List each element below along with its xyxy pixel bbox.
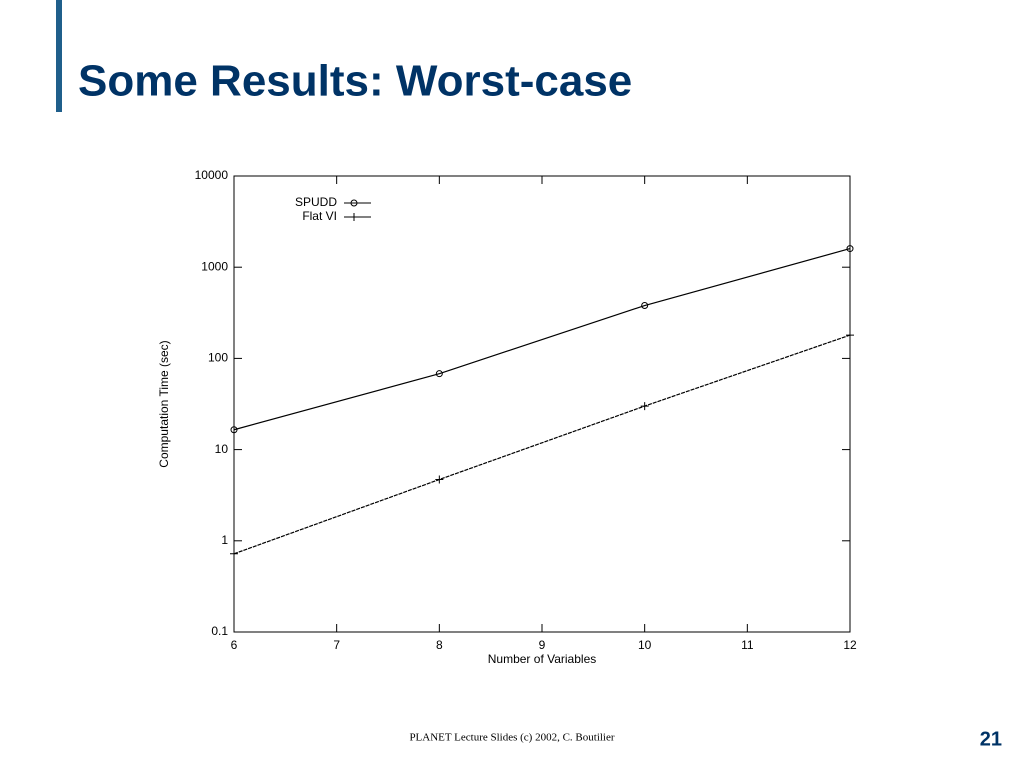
point	[230, 426, 238, 434]
legend-label: SPUDD	[295, 195, 337, 209]
y-tick-label: 1	[221, 533, 228, 547]
point	[640, 402, 649, 411]
y-tick-label: 0.1	[211, 624, 228, 638]
x-tick-label: 7	[333, 638, 340, 652]
x-tick-label: 9	[539, 638, 546, 652]
point	[435, 370, 443, 378]
accent-bar	[56, 0, 62, 112]
point	[641, 302, 649, 310]
legend-marker	[350, 213, 358, 221]
y-tick-label: 1000	[201, 259, 228, 273]
y-axis-label: Computation Time (sec)	[157, 340, 171, 467]
slide-title: Some Results: Worst-case	[78, 57, 632, 106]
page-number: 21	[980, 728, 1002, 750]
x-tick-label: 10	[638, 638, 652, 652]
point	[846, 331, 854, 340]
point	[230, 549, 238, 558]
legend-label: Flat VI	[302, 209, 337, 223]
series-line	[233, 334, 851, 555]
legend-marker	[350, 199, 358, 207]
footer: PLANET Lecture Slides (c) 2002, C. Bouti…	[409, 732, 614, 744]
x-tick-label: 8	[436, 638, 443, 652]
series-line	[233, 248, 851, 431]
y-tick-label: 100	[208, 351, 228, 365]
x-tick-label: 11	[741, 638, 754, 652]
y-tick-label: 10	[215, 442, 229, 456]
x-tick-label: 12	[843, 638, 857, 652]
x-tick-label: 6	[231, 638, 238, 652]
x-axis-label: Number of Variables	[488, 652, 597, 666]
point	[846, 245, 854, 253]
y-tick-label: 10000	[195, 168, 229, 182]
point	[435, 475, 444, 484]
